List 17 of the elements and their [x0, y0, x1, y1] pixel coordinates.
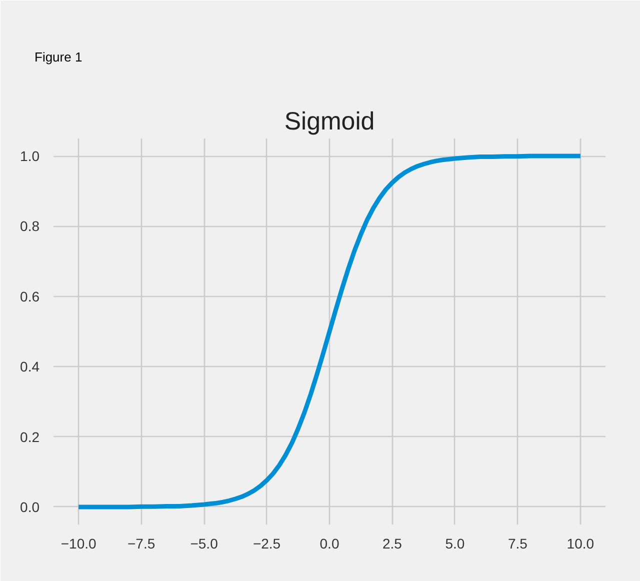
x-tick-label: 10.0: [566, 536, 594, 552]
x-tick-label: −5.0: [190, 536, 218, 552]
y-tick-label: 0.6: [20, 288, 40, 304]
x-tick-label: −10.0: [60, 536, 97, 552]
x-tick-label: −2.5: [252, 536, 281, 552]
x-tick-label: 2.5: [382, 536, 402, 552]
y-tick-label: 0.8: [20, 218, 40, 234]
caption: Figure 1: [34, 50, 82, 64]
chart-title: Sigmoid: [284, 108, 375, 136]
x-tick-label: 5.0: [445, 536, 465, 552]
y-tick-label: 0.4: [20, 358, 40, 375]
x-tick-label: 0.0: [320, 536, 340, 552]
y-tick-label: 0.0: [20, 498, 40, 515]
y-tick-label: 0.2: [20, 428, 40, 445]
x-tick-label: −7.5: [128, 536, 156, 552]
y-tick-label: 1.0: [20, 148, 40, 164]
x-tick-label: 7.5: [508, 536, 528, 552]
